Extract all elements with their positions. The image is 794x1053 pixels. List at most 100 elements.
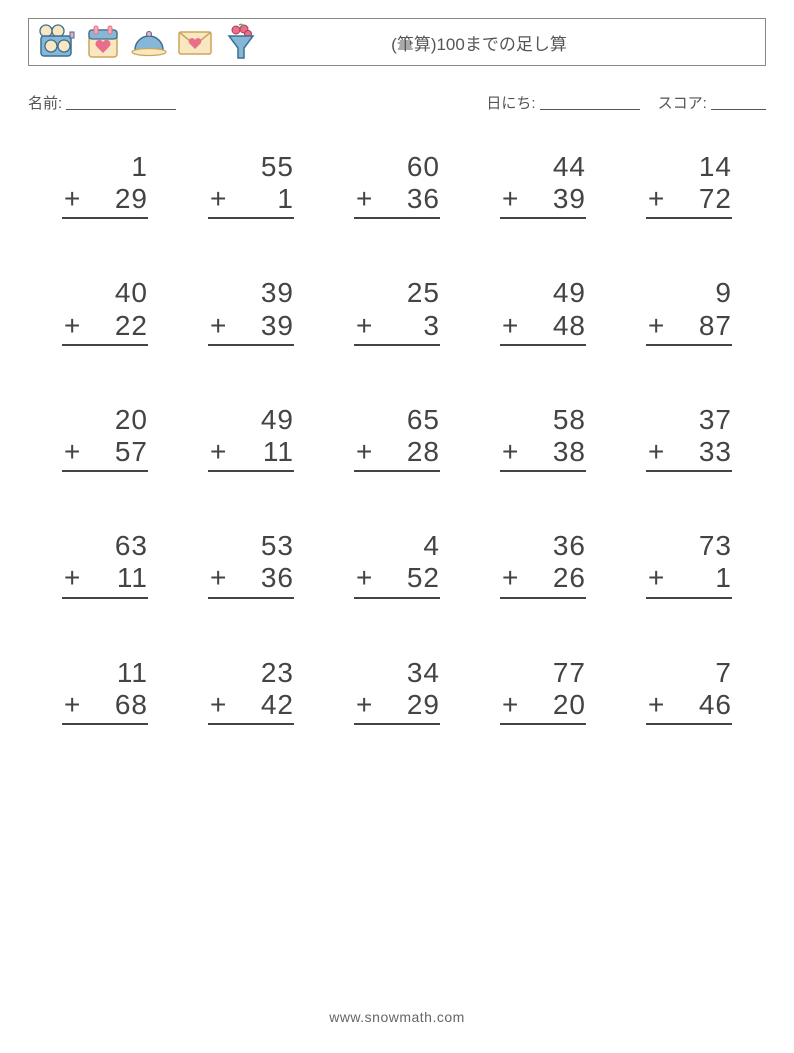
problem: 34 +29 <box>324 657 470 725</box>
addend-bottom: 29 <box>115 183 148 215</box>
operator-plus: + <box>646 436 664 468</box>
date-blank[interactable] <box>540 95 640 110</box>
problem: 40+22 <box>32 277 178 345</box>
operator-plus: + <box>354 183 372 215</box>
operator-plus: + <box>500 689 518 721</box>
addend-top: 23 <box>261 657 294 689</box>
problem: 1 +29 <box>32 151 178 219</box>
addend-bottom: 52 <box>407 562 440 594</box>
addend-top: 11 <box>117 657 148 689</box>
problem: 44 +39 <box>470 151 616 219</box>
problem: 25+ 3 <box>324 277 470 345</box>
problem: 65 +28 <box>324 404 470 472</box>
operator-plus: + <box>62 310 80 342</box>
addend-top: 44 <box>553 151 586 183</box>
operator-plus: + <box>500 310 518 342</box>
addend-bottom: 22 <box>115 310 148 342</box>
addend-top: 73 <box>699 530 732 562</box>
problem: 39 +39 <box>178 277 324 345</box>
operator-plus: + <box>208 562 226 594</box>
camera-icon <box>37 22 77 62</box>
problem: 4+52 <box>324 530 470 598</box>
addend-bottom: 68 <box>115 689 148 721</box>
score-label: スコア: <box>658 95 707 112</box>
addend-top: 55 <box>261 151 294 183</box>
meta-row: 名前: 日にち: スコア: <box>28 92 766 113</box>
addend-bottom: 3 <box>415 310 440 342</box>
problem: 7+46 <box>616 657 762 725</box>
addend-top: 49 <box>553 277 586 309</box>
operator-plus: + <box>208 183 226 215</box>
addend-bottom: 28 <box>407 436 440 468</box>
footer-url: www.snowmath.com <box>0 1009 794 1025</box>
problem: 63 +11 <box>32 530 178 598</box>
operator-plus: + <box>62 562 80 594</box>
addend-top: 25 <box>407 277 440 309</box>
addend-bottom: 20 <box>553 689 586 721</box>
problem: 73+ 1 <box>616 530 762 598</box>
addend-bottom: 36 <box>261 562 294 594</box>
meta-date: 日にち: <box>486 92 639 113</box>
addend-bottom: 57 <box>115 436 148 468</box>
addend-bottom: 1 <box>269 183 294 215</box>
addend-bottom: 33 <box>699 436 732 468</box>
operator-plus: + <box>500 183 518 215</box>
operator-plus: + <box>646 562 664 594</box>
love-letter-icon <box>175 22 215 62</box>
problem: 55 + 1 <box>178 151 324 219</box>
problem: 60 +36 <box>324 151 470 219</box>
problem: 36 +26 <box>470 530 616 598</box>
addend-bottom: 39 <box>261 310 294 342</box>
name-blank[interactable] <box>66 95 176 110</box>
operator-plus: + <box>354 689 372 721</box>
addend-top: 58 <box>553 404 586 436</box>
worksheet-page: (筆算)100までの足し算 名前: 日にち: スコア: 1 +29 55 + 1 60 +… <box>0 0 794 1053</box>
addend-bottom: 29 <box>407 689 440 721</box>
addend-top: 53 <box>261 530 294 562</box>
calendar-heart-icon <box>83 22 123 62</box>
addend-bottom: 87 <box>699 310 732 342</box>
addend-top: 7 <box>707 657 732 689</box>
grapes-funnel-icon <box>221 22 261 62</box>
addend-top: 39 <box>261 277 294 309</box>
addend-top: 65 <box>407 404 440 436</box>
operator-plus: + <box>646 183 664 215</box>
addend-bottom: 48 <box>553 310 586 342</box>
worksheet-title: (筆算)100までの足し算 <box>261 30 757 55</box>
header-box: (筆算)100までの足し算 <box>28 18 766 66</box>
addend-top: 34 <box>407 657 440 689</box>
addend-top: 37 <box>699 404 732 436</box>
addend-top: 63 <box>115 530 148 562</box>
addend-bottom: 38 <box>553 436 586 468</box>
addend-top: 1 <box>123 151 148 183</box>
addend-top: 77 <box>553 657 586 689</box>
addend-bottom: 26 <box>553 562 586 594</box>
operator-plus: + <box>500 562 518 594</box>
addend-bottom: 39 <box>553 183 586 215</box>
addend-bottom: 11 <box>263 436 294 468</box>
operator-plus: + <box>62 436 80 468</box>
problems-grid: 1+2955+ 160+3644+3914+7240+2239+3925+ 34… <box>28 151 766 725</box>
operator-plus: + <box>354 436 372 468</box>
serving-dish-icon <box>129 22 169 62</box>
operator-plus: + <box>62 689 80 721</box>
addend-bottom: 46 <box>699 689 732 721</box>
addend-top: 36 <box>553 530 586 562</box>
problem: 20 +57 <box>32 404 178 472</box>
addend-bottom: 36 <box>407 183 440 215</box>
addend-bottom: 11 <box>117 562 148 594</box>
name-label: 名前: <box>28 95 62 112</box>
operator-plus: + <box>646 310 664 342</box>
addend-top: 20 <box>115 404 148 436</box>
meta-name: 名前: <box>28 92 486 113</box>
operator-plus: + <box>208 436 226 468</box>
addend-top: 49 <box>261 404 294 436</box>
problem: 49 +48 <box>470 277 616 345</box>
problem: 53 +36 <box>178 530 324 598</box>
addend-top: 60 <box>407 151 440 183</box>
operator-plus: + <box>208 310 226 342</box>
operator-plus: + <box>62 183 80 215</box>
addend-bottom: 42 <box>261 689 294 721</box>
date-label: 日にち: <box>486 95 535 112</box>
score-blank[interactable] <box>711 95 766 110</box>
